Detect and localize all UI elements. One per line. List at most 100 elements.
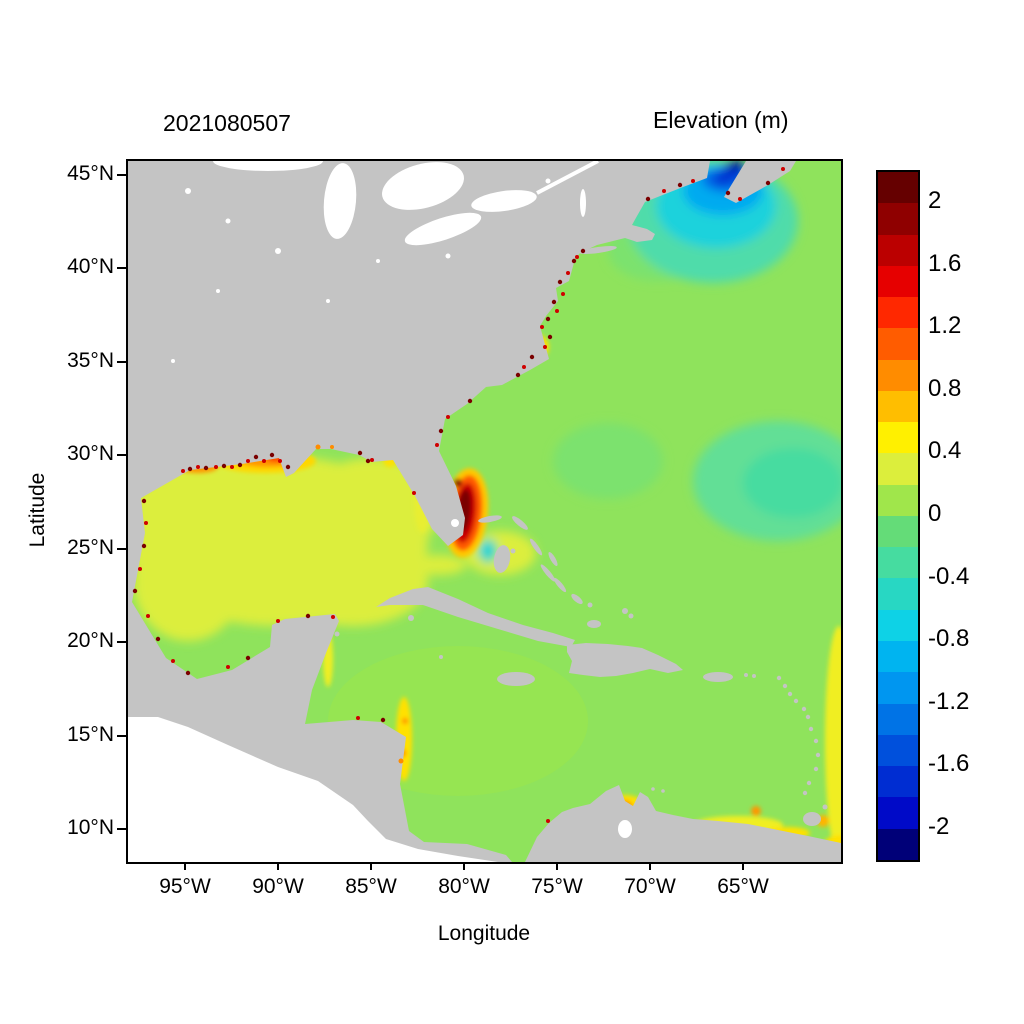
colorbar-tick-label: -2 [928, 812, 950, 840]
x-axis-tick [463, 862, 465, 870]
colorbar-segment [878, 484, 918, 516]
y-tick-label: 25°N [67, 535, 114, 559]
jamaica [497, 672, 535, 686]
puerto-rico [703, 672, 733, 682]
colorbar-tick-label: -1.6 [928, 750, 970, 778]
x-tick-label: 65°W [717, 875, 769, 898]
no-data-pacific-region [128, 717, 498, 862]
y-axis-tick [117, 547, 126, 550]
colorbar-tick-label: 2 [928, 187, 942, 215]
lake-ontario [471, 190, 537, 212]
cuba [376, 587, 575, 647]
colorbar-segment [878, 797, 918, 829]
x-axis-tick [742, 862, 744, 870]
eleuthera [529, 538, 543, 556]
colorbar-segment [878, 265, 918, 298]
colorbar [876, 170, 920, 862]
hispaniola [567, 643, 683, 677]
coastal-speck-layer [132, 167, 785, 823]
south-america-landmass [525, 785, 841, 862]
tobago [822, 804, 828, 810]
y-axis-tick [117, 267, 126, 270]
lake-huron [382, 162, 464, 210]
grand-bahama [478, 515, 502, 523]
andros [493, 545, 511, 573]
colorbar-segment [878, 828, 918, 860]
y-axis-tick [117, 360, 126, 363]
colorbar-segment [878, 297, 918, 329]
y-axis-title: Latitude [26, 472, 49, 548]
plot-title-date: 2021080507 [163, 110, 291, 136]
y-tick-label: 45°N [67, 162, 114, 185]
colorbar-segment [878, 390, 918, 423]
colorbar-segment [878, 609, 918, 641]
colorbar-segment [878, 172, 918, 204]
x-axis-tick [277, 862, 279, 870]
y-axis-tick [117, 454, 126, 457]
x-tick-label: 75°W [531, 875, 583, 898]
trinidad [803, 812, 821, 826]
y-axis-tick [117, 828, 126, 830]
long-island [579, 246, 617, 254]
colorbar-tick-label: -1.2 [928, 687, 970, 715]
colorbar-tick-label: 1.2 [928, 312, 962, 340]
y-tick-label: 35°N [67, 348, 114, 372]
colorbar-segment [878, 640, 918, 673]
colorbar-segment [878, 359, 918, 391]
lakes-layer [171, 161, 632, 838]
colorbar-segment [878, 578, 918, 610]
y-tick-label: 30°N [67, 442, 114, 466]
x-tick-label: 85°W [345, 875, 397, 898]
colorbar-segment [878, 515, 918, 548]
lake-erie [404, 212, 482, 246]
isla-juventud [408, 615, 414, 621]
lake-superior [213, 161, 323, 171]
x-tick-label: 80°W [438, 875, 490, 898]
colorbar-tick-label: 0 [928, 500, 942, 527]
lake-champlain [580, 189, 586, 217]
colorbar-segment [878, 453, 918, 485]
lake-maracaibo [618, 820, 632, 838]
x-axis-tick [370, 862, 372, 870]
north-america-landmass [128, 161, 710, 862]
colorbar-segment [878, 328, 918, 360]
lake-okeechobee [451, 519, 459, 527]
colorbar-segment [878, 203, 918, 235]
y-axis-tick [117, 641, 126, 644]
land-layer [128, 161, 841, 862]
y-tick-label: 10°N [67, 816, 114, 839]
colorbar-tick-label: -0.8 [928, 625, 970, 653]
colorbar-segment [878, 422, 918, 454]
y-axis-tick [117, 734, 126, 737]
cozumel [334, 631, 340, 637]
colorbar-tick-label: 1.6 [928, 249, 962, 277]
colorbar-segment [878, 766, 918, 798]
colorbar-segment [878, 547, 918, 579]
map-plot [126, 159, 843, 864]
y-tick-label: 15°N [67, 722, 114, 746]
colorbar-segment [878, 703, 918, 735]
y-tick-label: 40°N [67, 255, 114, 279]
colorbar-tick-label: -0.4 [928, 562, 970, 590]
abaco [512, 516, 528, 530]
colorbar-tick-label: 0.8 [928, 374, 962, 402]
colorbar-tick-label: 0.4 [928, 437, 962, 465]
x-axis-tick [649, 862, 651, 870]
x-axis-tick [184, 862, 186, 870]
x-tick-label: 90°W [252, 875, 304, 898]
x-axis-title: Longitude [437, 922, 531, 945]
nova-scotia [724, 161, 796, 203]
lake-michigan [323, 163, 357, 239]
plot-title-elevation: Elevation (m) [653, 107, 789, 133]
colorbar-segment [878, 734, 918, 767]
y-axis-tick [117, 174, 126, 176]
st-lawrence-river [536, 161, 599, 195]
cayman [439, 655, 443, 659]
x-axis-tick [556, 862, 558, 870]
colorbar-segment [878, 672, 918, 704]
x-tick-label: 95°W [159, 875, 211, 898]
y-tick-label: 20°N [67, 629, 114, 653]
colorbar-segment [878, 234, 918, 266]
x-tick-label: 70°W [624, 875, 676, 898]
